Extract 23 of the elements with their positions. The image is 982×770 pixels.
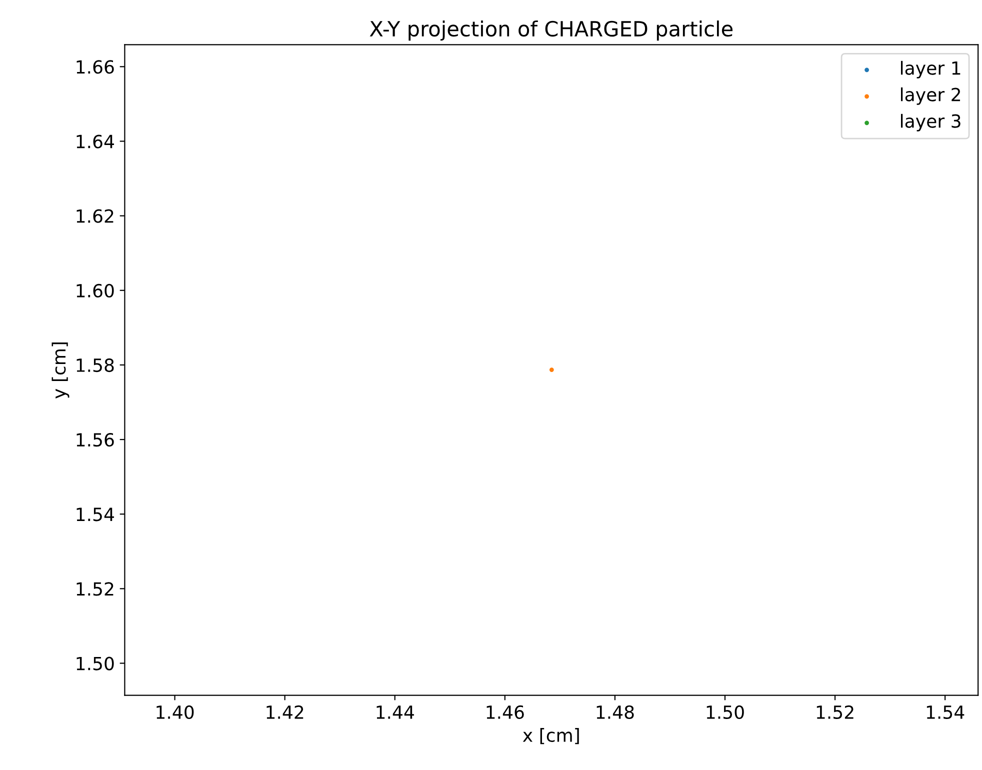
x-axis-title: x [cm]: [522, 728, 579, 744]
y-tick-label: 1.56: [76, 432, 114, 447]
y-tick-label: 1.66: [76, 60, 114, 74]
y-tick-label: 1.50: [76, 656, 114, 670]
x-tick-label: 1.50: [706, 705, 744, 720]
y-tick-label: 1.58: [76, 358, 114, 372]
y-tick-label: 1.60: [76, 284, 114, 298]
x-tick-label: 1.40: [156, 705, 194, 720]
chart-title: X-Y projection of CHARGED particle: [370, 20, 733, 41]
y-tick-label: 1.64: [76, 134, 114, 148]
y-tick-label: 1.52: [76, 582, 114, 596]
y-tick-label: 1.62: [76, 209, 114, 223]
x-tick-label: 1.52: [816, 705, 854, 720]
y-axis-title: y [cm]: [52, 342, 70, 398]
legend-label: layer 2: [900, 87, 960, 105]
x-tick-label: 1.48: [596, 705, 634, 720]
x-tick-label: 1.42: [266, 705, 304, 719]
legend-label: layer 1: [900, 60, 960, 78]
y-tick-label: 1.54: [76, 508, 114, 522]
x-tick-label: 1.54: [926, 706, 964, 720]
legend-label: layer 3: [900, 114, 960, 132]
x-tick-label: 1.46: [486, 705, 524, 720]
x-tick-label: 1.44: [376, 706, 414, 719]
